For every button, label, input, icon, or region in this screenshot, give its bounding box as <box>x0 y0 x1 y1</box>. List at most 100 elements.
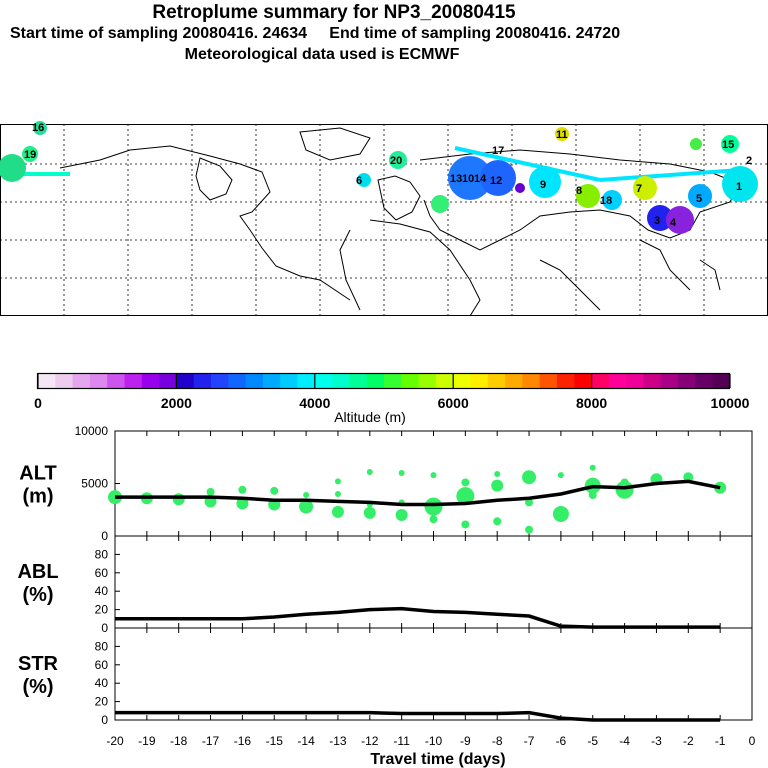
colorbar-swatch <box>72 374 91 388</box>
x-tick-label: -9 <box>460 734 471 748</box>
coastlines <box>59 127 741 317</box>
colorbar-swatch <box>228 374 247 388</box>
colorbar-tick-label: 10000 <box>711 395 750 411</box>
y-tick-label: 20 <box>95 695 109 709</box>
scatter-point <box>206 487 215 496</box>
x-tick-label: -13 <box>329 734 347 748</box>
colorbar-swatch <box>193 374 212 388</box>
x-tick-label: -2 <box>683 734 694 748</box>
colorbar-swatch <box>418 374 437 388</box>
colorbar-swatch <box>608 374 627 388</box>
colorbar-swatch <box>159 374 177 388</box>
x-tick-label: -12 <box>361 734 379 748</box>
x-tick-label: -5 <box>587 734 598 748</box>
x-tick-label: -16 <box>234 734 252 748</box>
colorbar-swatch <box>38 374 56 388</box>
colorbar-swatches <box>38 374 731 388</box>
day-label: 8 <box>576 185 582 197</box>
panel-ylabel: ALT <box>19 463 56 485</box>
colorbar-swatch <box>574 374 593 388</box>
scatter-point <box>461 520 470 529</box>
colorbar-swatch <box>401 374 420 388</box>
colorbar-swatch <box>626 374 644 388</box>
day-label: 11 <box>556 129 568 141</box>
day-label: 17 <box>492 145 504 157</box>
y-tick-label: 5000 <box>81 477 108 491</box>
colorbar-swatch <box>384 374 402 388</box>
scatter-point <box>398 470 405 476</box>
day-label: 20 <box>390 155 402 167</box>
scatter-point <box>456 487 475 506</box>
colorbar-tick-label: 2000 <box>161 395 192 411</box>
colorbar-swatch <box>245 374 264 388</box>
colorbar-swatch <box>487 374 506 388</box>
day-label: 9 <box>540 179 546 191</box>
series-line-str <box>115 710 721 722</box>
scatter-point <box>683 472 694 483</box>
colorbar-swatch <box>124 374 143 388</box>
colorbar-swatch <box>660 374 679 388</box>
colorbar-swatch <box>435 374 454 388</box>
x-tick-label: -6 <box>556 734 567 748</box>
colorbar-tick-label: 6000 <box>438 395 469 411</box>
scatter-point <box>522 470 537 485</box>
colorbar-tick-label: 4000 <box>299 395 330 411</box>
day-label: 12 <box>490 175 502 187</box>
scatter-point <box>236 497 249 510</box>
x-tick-label: -8 <box>492 734 503 748</box>
colorbar-ticks: 0 2000 4000 6000 8000 10000 <box>34 374 750 411</box>
scatter-point <box>525 498 534 507</box>
scatter-point <box>461 478 470 487</box>
start-time-label: Start time of sampling 20080416. 24634 <box>10 25 308 42</box>
x-tick-label: -7 <box>524 734 535 748</box>
altitude-colorbar: 0 2000 4000 6000 8000 10000 Altitude (m) <box>34 372 750 425</box>
series-line-abl <box>115 606 721 629</box>
scatter-point <box>620 478 629 487</box>
day-label: 18 <box>600 195 612 207</box>
x-tick-label: -18 <box>170 734 188 748</box>
day-label: 6 <box>356 175 362 187</box>
colorbar-swatch <box>470 374 489 388</box>
scatter-point <box>424 497 443 516</box>
colorbar-swatch <box>141 374 160 388</box>
scatter-point <box>493 517 502 526</box>
x-tick-label: -17 <box>202 734 220 748</box>
y-tick-label: 80 <box>95 547 109 561</box>
scatter-point <box>430 472 437 479</box>
panel-ylabel: ABL <box>17 561 58 583</box>
x-tick-label: -14 <box>297 734 315 748</box>
scatter-point <box>334 491 341 497</box>
colorbar-swatch <box>505 374 523 388</box>
colorbar-swatch <box>262 374 281 388</box>
day-label: 3 <box>654 215 660 227</box>
y-tick-label: 40 <box>95 676 109 690</box>
chart-title: Retroplume summary for NP3_20080415 <box>152 2 516 23</box>
scatter-point <box>589 464 596 471</box>
panel-ylabel: STR <box>18 653 59 675</box>
plume-day-labels: 16 19 20 11 13 17 14 12 10 9 8 7 5 4 3 2… <box>24 122 752 229</box>
x-tick-label: -10 <box>425 734 443 748</box>
colorbar-swatch <box>522 374 541 388</box>
colorbar-swatch <box>366 374 385 388</box>
panel-ylabel-unit: (%) <box>22 584 53 606</box>
scatter-point <box>525 525 534 534</box>
scatter-point <box>331 505 344 518</box>
panel-abl: 0 20 40 60 80 ABL(%) <box>17 535 753 635</box>
day-label: 19 <box>24 149 36 161</box>
x-tick-label: -4 <box>619 734 630 748</box>
scatter-point <box>588 491 597 500</box>
y-tick-label: 10000 <box>75 424 109 438</box>
colorbar-swatch <box>678 374 696 388</box>
scatter-point <box>334 478 341 485</box>
plume-circles <box>0 121 758 234</box>
colorbar-swatch <box>591 374 610 388</box>
colorbar-swatch <box>176 374 195 388</box>
scatter-point <box>363 506 376 519</box>
day-label: 16 <box>32 122 44 134</box>
y-tick-label: 0 <box>101 713 108 727</box>
colorbar-swatch <box>314 374 333 388</box>
scatter-point <box>494 471 501 478</box>
y-tick-label: 80 <box>95 639 109 653</box>
colorbar-swatch <box>332 374 350 388</box>
colorbar-swatch <box>695 374 714 388</box>
